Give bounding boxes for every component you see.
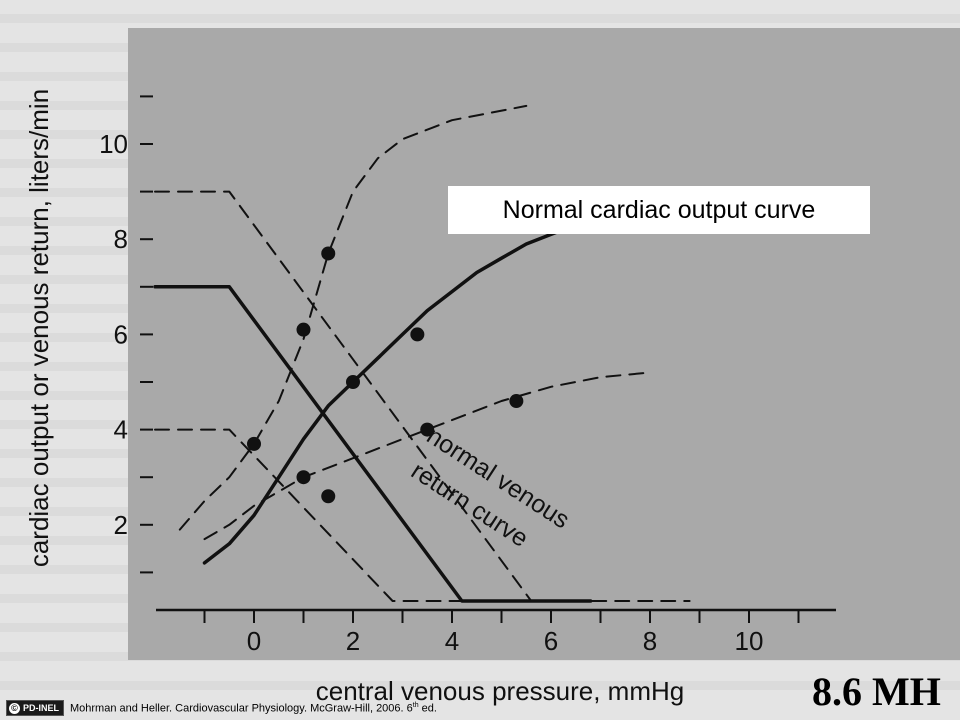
equilibrium-point-9 bbox=[321, 489, 336, 504]
x-axis-label: central venous pressure, mmHg bbox=[316, 676, 684, 706]
slide-number: 8.6 MH bbox=[812, 669, 941, 714]
equilibrium-point-5 bbox=[247, 436, 261, 451]
x-tick-label: 8 bbox=[643, 626, 657, 656]
y-tick-label: 8 bbox=[114, 224, 128, 254]
citation-main: Mohrman and Heller. Cardiovascular Physi… bbox=[70, 702, 413, 715]
equilibrium-point-2 bbox=[296, 322, 311, 337]
y-tick-label: 10 bbox=[99, 129, 128, 159]
y-tick-label: 2 bbox=[114, 510, 128, 540]
series-line-2 bbox=[154, 190, 691, 602]
x-tick-label: 4 bbox=[445, 626, 459, 656]
x-tick-label: 10 bbox=[735, 626, 764, 656]
y-axis-ticks: 2 4 6 8 10 bbox=[99, 95, 153, 574]
background-text-line bbox=[0, 14, 960, 23]
citation: Mohrman and Heller. Cardiovascular Physi… bbox=[70, 702, 437, 715]
equilibrium-point-3 bbox=[410, 327, 425, 342]
y-axis-label: cardiac output or venous return, liters/… bbox=[24, 89, 54, 567]
equilibrium-point-6 bbox=[509, 394, 524, 409]
x-axis-ticks: 0 2 4 6 8 10 bbox=[203, 610, 800, 656]
equilibrium-point-7 bbox=[296, 470, 311, 485]
callout-label: Normal cardiac output curve bbox=[448, 186, 870, 234]
footer: © PD-INEL Mohrman and Heller. Cardiovasc… bbox=[0, 696, 800, 720]
license-badge[interactable]: © PD-INEL bbox=[6, 700, 64, 716]
y-tick-label: 6 bbox=[114, 319, 128, 349]
x-tick-label: 6 bbox=[544, 626, 558, 656]
series-line-5 bbox=[178, 104, 528, 531]
plot-area bbox=[128, 28, 960, 660]
license-badge-label: PD-INEL bbox=[23, 703, 59, 713]
background-text-line bbox=[0, 681, 960, 690]
x-tick-label: 2 bbox=[346, 626, 360, 656]
series-line-3 bbox=[154, 428, 463, 602]
public-domain-icon: © bbox=[9, 702, 20, 714]
citation-tail: ed. bbox=[418, 702, 437, 715]
x-tick-label: 0 bbox=[247, 626, 261, 656]
series-line-1 bbox=[153, 285, 593, 603]
y-tick-label: 4 bbox=[114, 415, 128, 445]
citation-superscript: th bbox=[412, 701, 419, 709]
equilibrium-point-4 bbox=[346, 375, 360, 389]
equilibrium-point-8 bbox=[420, 422, 435, 437]
series-line-6 bbox=[203, 371, 651, 541]
equilibrium-point-1 bbox=[321, 246, 336, 261]
marker-layer bbox=[247, 246, 524, 504]
